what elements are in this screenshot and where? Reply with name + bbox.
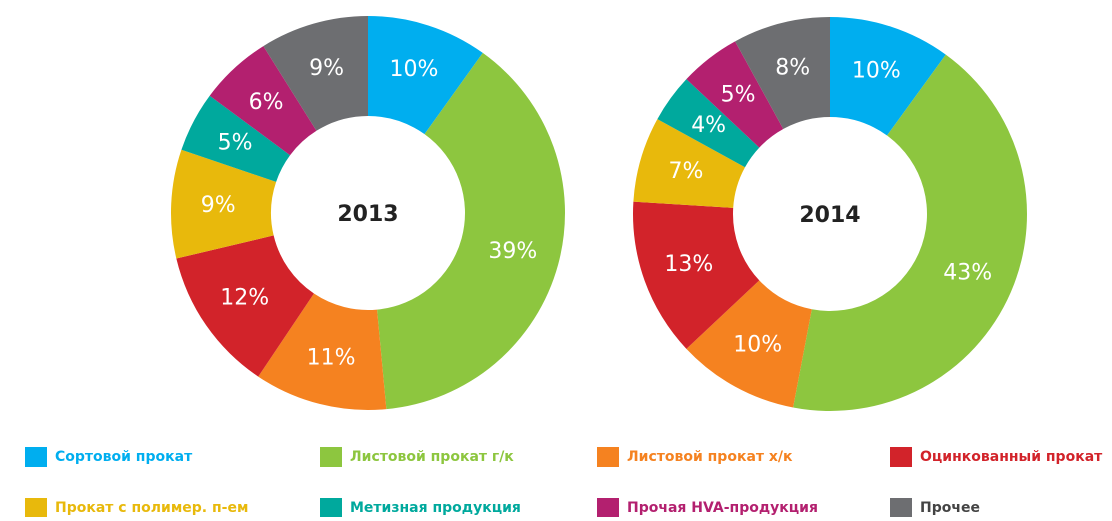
segment-label: 43% <box>943 261 992 286</box>
donut-segment <box>793 54 1027 411</box>
legend-label: Листовой прокат х/к <box>627 449 793 465</box>
segment-label: 10% <box>733 332 782 357</box>
donut-segment <box>633 201 760 349</box>
segment-label: 5% <box>218 130 253 155</box>
legend-swatch <box>320 498 342 518</box>
legend-swatch <box>25 498 47 518</box>
center-title: 2013 <box>337 202 398 227</box>
donut-segment <box>181 95 291 182</box>
legend-label: Сортовой прокат <box>55 449 193 465</box>
legend-label: Прочая HVA-продукция <box>627 500 818 516</box>
segment-label: 8% <box>775 56 810 81</box>
donut-segment <box>657 79 760 168</box>
segment-label: 12% <box>220 286 269 311</box>
segment-label: 6% <box>249 90 284 115</box>
segment-label: 5% <box>721 82 756 107</box>
segment-label: 7% <box>669 159 704 184</box>
donut-segment <box>686 280 812 408</box>
legend-swatch <box>597 498 619 518</box>
segment-label: 9% <box>309 56 344 81</box>
legend-swatch <box>597 447 619 467</box>
legend-label: Прокат с полимер. п-ем <box>55 500 248 516</box>
donut-segment <box>735 17 830 129</box>
legend-swatch <box>25 447 47 467</box>
donut-segment <box>263 15 368 131</box>
segment-label: 13% <box>664 252 713 277</box>
segment-label: 9% <box>201 193 236 218</box>
legend-swatch <box>320 447 342 467</box>
donut-segment <box>830 17 946 136</box>
donut-segment <box>633 119 745 208</box>
donut-segment <box>209 46 317 156</box>
segment-label: 11% <box>307 345 356 370</box>
donut-segment <box>176 235 314 377</box>
center-title: 2014 <box>799 203 860 228</box>
donut-segment <box>377 52 565 410</box>
legend-label: Прочее <box>920 500 980 516</box>
legend-swatch <box>890 498 912 518</box>
segment-label: 10% <box>852 58 901 83</box>
legend-label: Оцинкованный прокат <box>920 449 1103 465</box>
segment-label: 39% <box>488 239 537 264</box>
donut-segment <box>686 41 784 148</box>
donut-segment <box>368 16 483 135</box>
donut-segment <box>170 149 277 259</box>
legend-label: Листовой прокат г/к <box>350 449 514 465</box>
legend-swatch <box>890 447 912 467</box>
legend-label: Метизная продукция <box>350 500 521 516</box>
donut-segment <box>258 293 387 410</box>
segment-label: 10% <box>389 57 438 82</box>
segment-label: 4% <box>691 113 726 138</box>
